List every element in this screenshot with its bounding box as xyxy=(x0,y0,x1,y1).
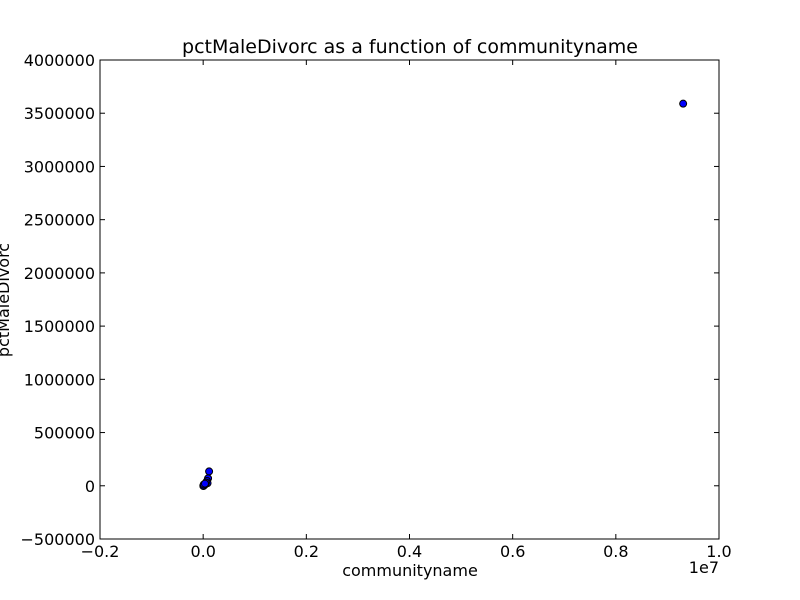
y-tick-label: 3500000 xyxy=(24,104,95,123)
chart-title: pctMaleDivorc as a function of community… xyxy=(182,36,638,58)
y-axis-label: pctMaleDivorc xyxy=(0,243,13,357)
x-tick-label: −0.2 xyxy=(81,542,120,561)
y-tick-label: 4000000 xyxy=(24,51,95,70)
x-axis-label: communityname xyxy=(342,561,478,580)
y-tick-label: −500000 xyxy=(21,530,95,549)
x-axis: −0.2 0.0 0.2 0.4 0.6 0.8 1.0 xyxy=(81,60,732,561)
y-tick-label: 2000000 xyxy=(24,264,95,283)
y-tick-label: 1000000 xyxy=(24,370,95,389)
x-tick-label: 0.4 xyxy=(397,542,422,561)
plot-area xyxy=(99,59,720,540)
data-point xyxy=(205,467,214,476)
y-tick-label: 2500000 xyxy=(24,211,95,230)
x-tick-label: 0.2 xyxy=(294,542,319,561)
x-offset-label: 1e7 xyxy=(689,558,719,577)
y-tick-label: 1500000 xyxy=(24,317,95,336)
y-tick-label: 0 xyxy=(85,477,95,496)
data-point xyxy=(679,99,688,108)
data-point xyxy=(200,479,209,488)
x-tick-label: 0.6 xyxy=(500,542,525,561)
y-axis: −500000 0 500000 1000000 1500000 2000000 25000… xyxy=(21,51,719,549)
y-tick-label: 3000000 xyxy=(24,157,95,176)
x-tick-label: 1.0 xyxy=(706,542,731,561)
y-tick-label: 500000 xyxy=(34,424,95,443)
x-tick-label: 0.0 xyxy=(190,542,215,561)
data-points xyxy=(199,99,688,490)
x-tick-label: 0.8 xyxy=(603,542,628,561)
